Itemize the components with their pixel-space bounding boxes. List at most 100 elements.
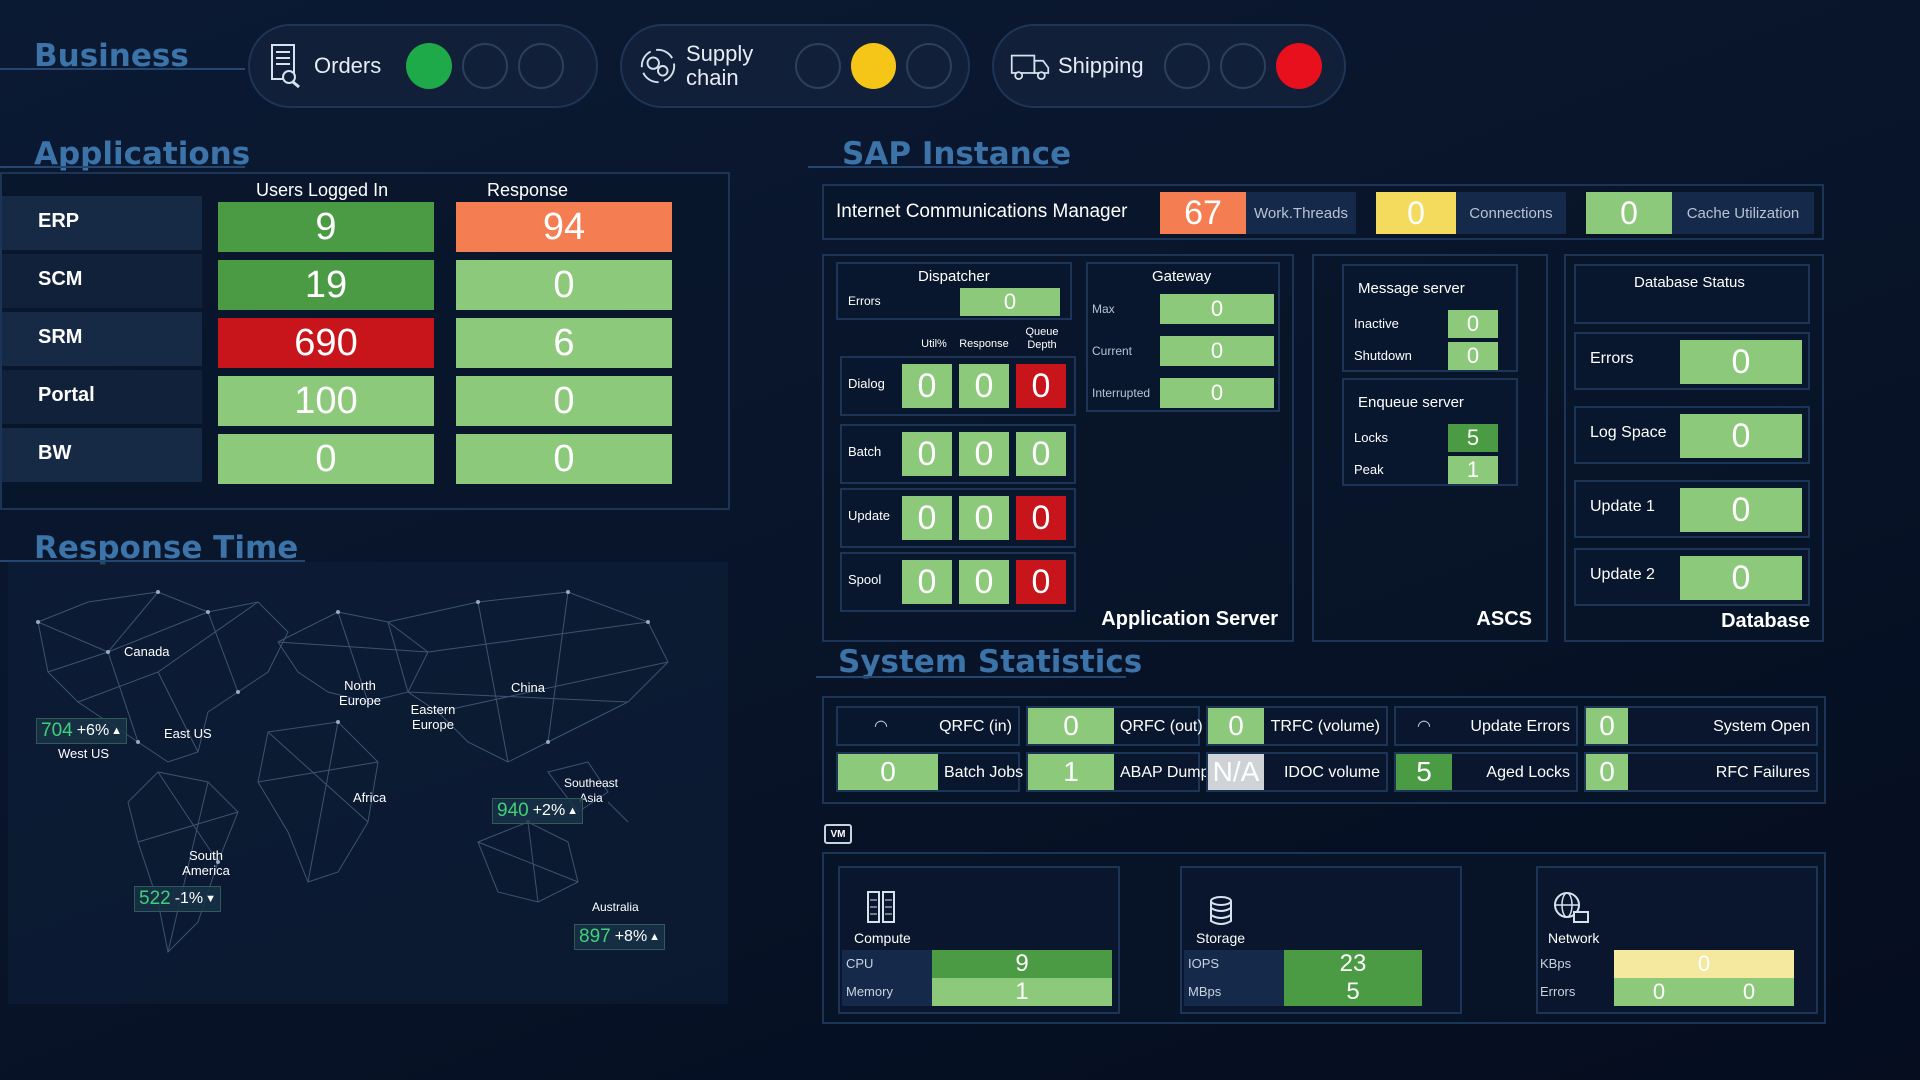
- app-users-value: 100: [218, 376, 434, 426]
- region-south-america: South America: [182, 848, 230, 878]
- region-eastern-europe: Eastern Europe: [410, 702, 456, 732]
- dispatcher-box: Dispatcher Errors 0: [836, 262, 1072, 320]
- app-users-value: 19: [218, 260, 434, 310]
- network-errors-value-1: 0: [1614, 978, 1704, 1006]
- compute-box: Compute CPU 9 Memory 1: [838, 866, 1120, 1014]
- response-trend-icon: ▲: [567, 805, 579, 817]
- vm-panel: Compute CPU 9 Memory 1 Storage IOPS 23 MBps 5 …: [822, 852, 1826, 1024]
- db-row-value: 0: [1680, 488, 1802, 532]
- database-status-box: Database Status: [1574, 264, 1810, 324]
- gateway-row-value: 0: [1160, 336, 1274, 366]
- database-status-title: Database Status: [1634, 274, 1745, 291]
- wp-value: 0: [1016, 560, 1066, 604]
- shipping-status-empty-2: [1220, 43, 1266, 89]
- response-badge: 897 +8% ▲: [574, 924, 666, 950]
- app-row-name: BW: [38, 442, 72, 464]
- wp-header-queue: Queue Depth: [1025, 326, 1059, 351]
- orders-status-green: [406, 43, 452, 89]
- response-change: +2%: [532, 802, 566, 819]
- system-statistics-title: System Statistics: [838, 644, 1143, 680]
- stat-label: ABAP Dumps: [1120, 764, 1218, 781]
- stat-value: 0: [1028, 708, 1114, 744]
- col-users-header: Users Logged In: [256, 180, 389, 200]
- stat-box: [1394, 706, 1578, 746]
- server-row-label: Shutdown: [1354, 348, 1412, 363]
- enqueue-server-box: Enqueue server Locks 5 Peak 1: [1342, 378, 1518, 486]
- database-panel: Database Status Errors 0 Log Space 0 Update …: [1564, 254, 1824, 642]
- network-errors-value-2: 0: [1704, 978, 1794, 1006]
- app-response-value: 0: [456, 260, 672, 310]
- stat-label: IDOC volume: [1283, 764, 1380, 781]
- region-east-us: East US: [164, 726, 212, 741]
- response-badge: 522 -1% ▼: [134, 886, 222, 912]
- db-row-label: Log Space: [1590, 424, 1667, 441]
- app-users-value: 690: [218, 318, 434, 368]
- db-row-value: 0: [1680, 414, 1802, 458]
- app-row-band: [2, 312, 202, 366]
- cache-label: Cache Utilization: [1672, 192, 1814, 234]
- vm-row-value: 9: [932, 950, 1112, 978]
- network-kbps-label: KBps: [1540, 956, 1572, 971]
- region-canada: Canada: [124, 644, 170, 659]
- wp-value: 0: [959, 496, 1009, 540]
- supply-status-yellow: [850, 43, 897, 89]
- region-china: China: [511, 680, 545, 695]
- dispatcher-errors-label: Errors: [848, 294, 881, 308]
- server-row-value: 1: [1448, 456, 1498, 484]
- stat-label: Update Errors: [1470, 718, 1570, 735]
- gateway-row-value: 0: [1160, 378, 1274, 408]
- storage-box: Storage IOPS 23 MBps 5: [1180, 866, 1462, 1014]
- stat-label: QRFC (out): [1120, 718, 1203, 735]
- col-response-header: Response: [487, 180, 569, 200]
- stat-label: Batch Jobs: [944, 764, 1024, 781]
- app-response-value: 0: [456, 376, 672, 426]
- supply-chain-label: Supply chain: [686, 41, 754, 90]
- wp-value: 0: [902, 364, 952, 408]
- vm-row-band: [842, 978, 932, 1006]
- db-row-value: 0: [1680, 340, 1802, 384]
- shipping-label: Shipping: [1058, 53, 1144, 78]
- stat-value: N/A: [1208, 754, 1264, 790]
- region-africa: Africa: [353, 790, 387, 805]
- wp-value: 0: [1016, 496, 1066, 540]
- db-row-label: Update 1: [1590, 498, 1655, 515]
- response-trend-icon: ▼: [205, 893, 217, 905]
- application-server-panel: Dispatcher Errors 0 Util% Response Queue…: [822, 254, 1294, 642]
- supply-status-empty-1: [795, 43, 841, 89]
- wp-value: 0: [959, 364, 1009, 408]
- db-row-label: Errors: [1590, 350, 1634, 367]
- orders-label: Orders: [314, 53, 382, 78]
- stat-value: ◠: [874, 718, 888, 735]
- server-row-label: Locks: [1354, 430, 1388, 445]
- supply-chain-pill[interactable]: Supply chain: [620, 24, 970, 108]
- app-row-name: SCM: [38, 268, 83, 290]
- wp-value: 0: [1016, 364, 1066, 408]
- database-label: Database: [1721, 610, 1810, 632]
- application-server-label: Application Server: [1101, 608, 1278, 630]
- response-change: -1%: [174, 890, 204, 907]
- globe-network-icon: [1552, 890, 1590, 931]
- dispatcher-errors-value: 0: [960, 288, 1060, 316]
- wp-value: 0: [959, 432, 1009, 476]
- server-row-label: Peak: [1354, 462, 1384, 477]
- orders-pill[interactable]: Orders: [248, 24, 598, 108]
- response-change: +8%: [614, 928, 648, 945]
- region-southeast-asia: Southeast Asia: [563, 776, 619, 805]
- stat-value: 0: [838, 754, 938, 790]
- vm-row-label: CPU: [846, 956, 874, 971]
- cache-value: 0: [1586, 192, 1672, 234]
- applications-panel: Users Logged In Response ERP 9 94 SCM 19 0 SRM…: [0, 172, 730, 510]
- icm-label: Internet Communications Manager: [836, 201, 1128, 222]
- stat-value: ◠: [1417, 718, 1431, 735]
- response-badge: 704 +6% ▲: [36, 718, 128, 744]
- wp-row-label: Update: [848, 508, 890, 523]
- message-server-box: Message server Inactive 0 Shutdown 0: [1342, 264, 1518, 372]
- wp-value: 0: [902, 496, 952, 540]
- gateway-row-label: Current: [1092, 344, 1133, 358]
- server-row-value: 0: [1448, 342, 1498, 370]
- shipping-pill[interactable]: Shipping: [992, 24, 1346, 108]
- stat-label: RFC Failures: [1715, 764, 1810, 781]
- app-response-value: 94: [456, 202, 672, 252]
- orders-status-empty-2: [518, 43, 564, 89]
- gateway-box: Gateway Max 0 Current 0 Interrupted 0: [1086, 262, 1280, 412]
